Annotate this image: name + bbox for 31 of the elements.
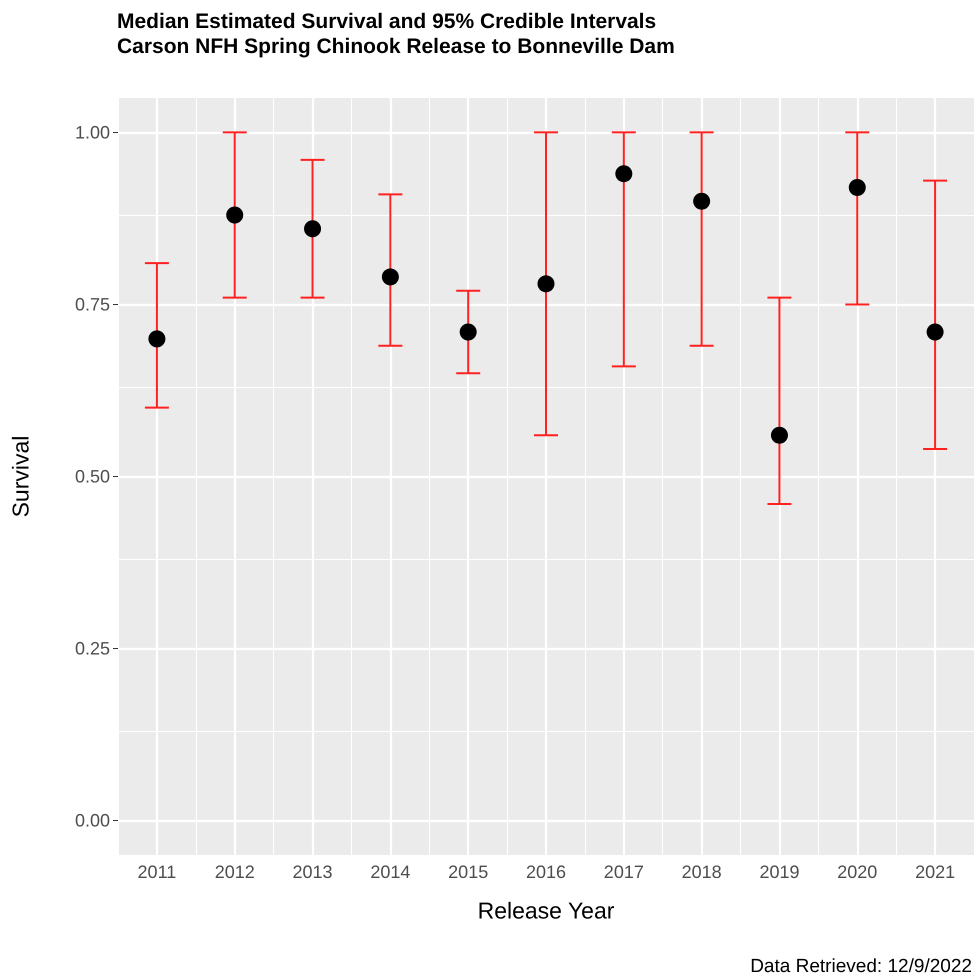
y-tick-label: 0.75 [74,294,110,314]
x-tick-label: 2019 [759,862,800,882]
point [148,330,166,348]
point [304,220,322,238]
point [226,206,244,224]
x-tick-label: 2020 [837,862,878,882]
x-tick-label: 2017 [604,862,644,882]
y-axis-title: Survival [8,436,34,518]
point [615,165,632,182]
y-tick-label: 0.25 [74,638,110,659]
point [693,192,710,210]
text: Data Retrieved: 12/9/2022 [750,956,972,977]
point [460,323,477,340]
x-tick-label: 2011 [138,862,176,882]
x-tick-label: 2014 [370,862,410,882]
point [926,323,944,340]
x-tick-label: 2018 [682,862,722,882]
x-tick-label: 2013 [292,862,333,882]
point [382,268,399,286]
y-tick-label: 0.50 [74,466,110,486]
x-tick-label: 2015 [448,862,488,882]
point [538,275,554,292]
y-tick-label: 1.00 [74,122,110,142]
point [848,178,866,196]
x-axis-title: Release Year [478,898,615,924]
x-tick-label: 2016 [526,862,566,882]
y-tick-label: 0.00 [74,810,110,831]
chart-title: Median Estimated Survival and 95% Credible Intervals Carson NFH Spring Chinook Release to Bonneville Dam [117,10,675,58]
x-tick-label: 2012 [214,862,255,882]
point [770,426,788,444]
x-tick-label: 2021 [915,862,956,882]
